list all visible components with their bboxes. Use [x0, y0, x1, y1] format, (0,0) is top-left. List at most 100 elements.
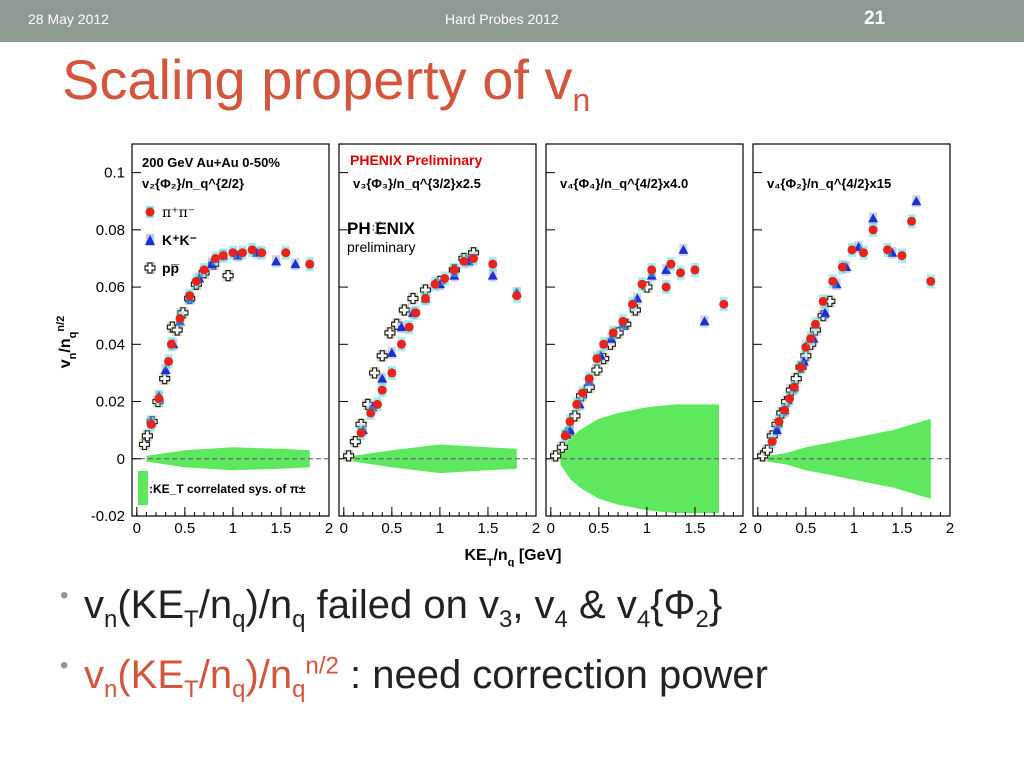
pion-point — [411, 308, 421, 318]
panel-label: v₄{Φ₂}/n_q^{4/2}x15 — [767, 176, 891, 191]
header-bar: 28 May 2012 Hard Probes 2012 21 — [0, 0, 1024, 42]
x-tick-label: 0 — [754, 520, 762, 537]
b1-comma: , v — [512, 583, 555, 627]
x-tick-label: 1.5 — [271, 520, 292, 537]
pion-point — [859, 248, 869, 258]
pion-point — [883, 245, 893, 255]
b2-slashnq: /n — [198, 652, 233, 697]
pion-point — [377, 385, 387, 395]
proton-point — [368, 367, 381, 379]
bullet-dot: • — [60, 582, 69, 609]
kaon-point — [868, 213, 879, 223]
x-tick-label: 2 — [946, 520, 954, 537]
x-tick-label: 1.5 — [892, 520, 913, 537]
header-conference: Hard Probes 2012 — [445, 11, 559, 27]
x-tick-label: 0 — [547, 520, 555, 537]
bullet-dot: • — [60, 651, 69, 679]
x-tick-label: 0.5 — [588, 520, 609, 537]
phenix-logo-sub: preliminary — [347, 239, 415, 255]
x-tick-label: 2 — [532, 520, 540, 537]
proton-point — [171, 324, 183, 336]
kaon-point — [632, 293, 643, 303]
title-subscript: n — [572, 82, 591, 119]
x-tick-label: 0.5 — [381, 520, 402, 537]
pion-point — [257, 248, 267, 258]
pion-point — [247, 245, 257, 255]
y-tick-label: -0.02 — [91, 508, 125, 525]
pion-point — [512, 291, 522, 301]
pion-point — [647, 265, 657, 275]
kaon-point — [772, 425, 783, 435]
b1-slashnq: /n — [198, 583, 233, 627]
pion-point — [372, 399, 382, 409]
legend-proton-marker — [144, 262, 156, 274]
pion-point — [396, 339, 406, 349]
kaon-point — [160, 365, 171, 375]
b1-q1: q — [232, 606, 246, 633]
pion-point — [572, 399, 582, 409]
b2-close: )/n — [245, 652, 293, 697]
proton-point — [159, 373, 171, 385]
pion-point — [420, 294, 430, 304]
b1-close: )/n — [245, 583, 293, 627]
pion-point — [818, 296, 828, 306]
proton-point — [398, 304, 410, 316]
bullet-2: • vn(KET/nq)/nqn/2 : need correction pow… — [60, 652, 768, 704]
phenix-logo-burst — [372, 221, 386, 235]
proton-point — [407, 292, 419, 305]
kaon-point — [232, 250, 243, 260]
pion-point — [154, 394, 164, 404]
pion-point — [175, 314, 185, 324]
proton-point — [569, 410, 581, 422]
b1-brace: {Φ — [650, 583, 696, 627]
page-number: 21 — [864, 8, 886, 29]
proton-point — [141, 430, 153, 442]
legend-pion-marker — [145, 207, 155, 217]
pion-point — [868, 225, 878, 235]
pion-point — [565, 417, 575, 427]
pion-point — [488, 259, 498, 269]
x-tick-label: 1 — [643, 520, 651, 537]
legend-band-swatch — [138, 471, 148, 505]
b2-pow: n/2 — [305, 652, 339, 680]
kaon-point — [887, 247, 898, 257]
pion-point — [627, 299, 637, 309]
pion-point — [637, 279, 647, 289]
pion-point — [146, 419, 156, 429]
pion-point — [801, 342, 811, 352]
kaon-point — [386, 347, 397, 357]
pion-point — [164, 356, 174, 366]
b1-n4: 4 — [554, 606, 568, 633]
kaon-point — [271, 256, 282, 266]
x-tick-label: 1 — [850, 520, 858, 537]
kaon-point — [396, 322, 407, 332]
pion-point — [228, 248, 238, 258]
legend-pion-label: π⁺π⁻ — [162, 205, 195, 221]
pion-point — [666, 259, 676, 269]
pion-point — [430, 279, 440, 289]
kaon-point — [290, 259, 301, 269]
proton-point — [591, 364, 603, 376]
sys-band — [560, 404, 719, 514]
pion-point — [907, 216, 917, 226]
b2-q1: q — [232, 675, 246, 703]
pion-point — [847, 245, 857, 255]
pion-point — [719, 299, 729, 309]
kaon-point — [449, 270, 460, 280]
title-text: Scaling property of v — [62, 48, 573, 111]
pion-point — [810, 319, 820, 329]
b1-ket: (KE — [117, 583, 185, 627]
x-tick-label: 1 — [436, 520, 444, 537]
pion-point — [796, 362, 806, 372]
y-tick-label: 0.06 — [96, 279, 125, 296]
kaon-point — [206, 259, 217, 269]
x-tick-label: 2 — [325, 520, 333, 537]
b2-rest: : need correction power — [338, 652, 768, 697]
pion-point — [584, 374, 594, 384]
b2-q2: q — [292, 675, 306, 703]
kaon-point — [661, 264, 672, 274]
proton-point — [761, 444, 774, 456]
pion-point — [366, 408, 376, 418]
pion-point — [578, 388, 588, 398]
x-tick-label: 0 — [133, 520, 141, 537]
